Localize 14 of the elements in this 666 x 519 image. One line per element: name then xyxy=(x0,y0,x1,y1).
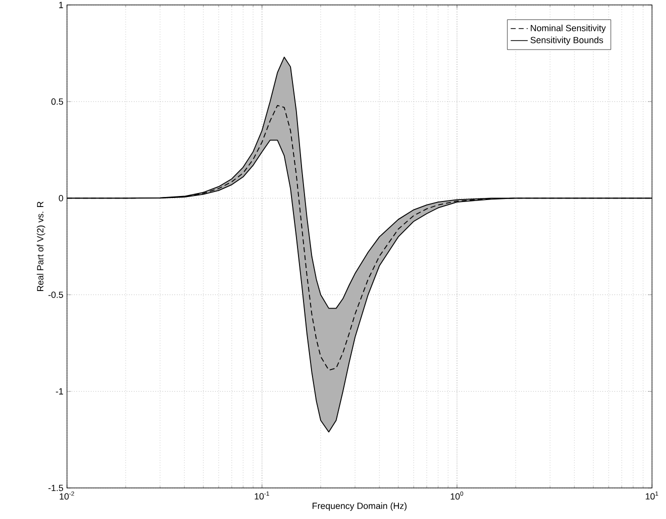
y-tick-label: -1.5 xyxy=(48,484,64,492)
y-tick-label: 0.5 xyxy=(51,98,64,105)
y-tick-label: -0.5 xyxy=(48,292,64,298)
legend-label: Sensitivity Bounds xyxy=(530,36,604,45)
y-tick-label: 1 xyxy=(59,2,64,8)
x-tick-label: 10$^{1}$ xyxy=(646,492,658,500)
x-axis-title: Frequency Domain (Hz) xyxy=(312,502,407,511)
y-axis-title: Real Part of V(2) vs. R xyxy=(36,202,46,292)
y-tick-label: 0 xyxy=(58,195,64,202)
legend-label: Nominal Sensitivity xyxy=(530,24,606,34)
y-tick-label: -1 xyxy=(56,388,64,394)
x-tick-label: 10$^{-2}$ xyxy=(60,492,74,500)
x-tick-label: 10$^{0}$ xyxy=(450,492,464,500)
x-tick-label: 10$^{-1}$ xyxy=(254,492,270,500)
